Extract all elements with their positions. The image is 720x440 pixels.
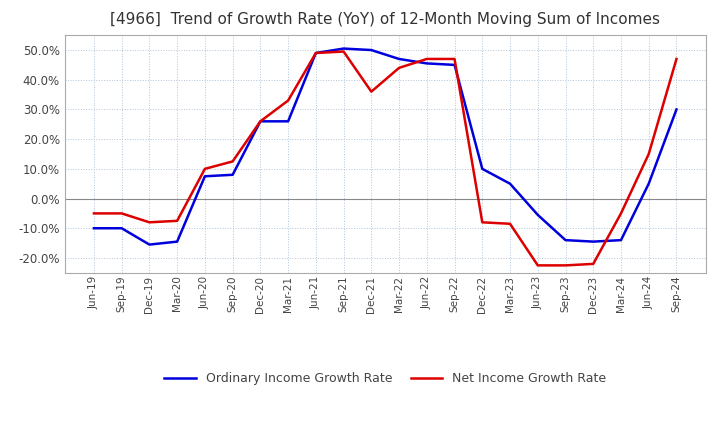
Ordinary Income Growth Rate xyxy=(450,62,459,67)
Net Income Growth Rate xyxy=(423,56,431,62)
Ordinary Income Growth Rate xyxy=(367,48,376,53)
Net Income Growth Rate xyxy=(561,263,570,268)
Net Income Growth Rate xyxy=(89,211,98,216)
Ordinary Income Growth Rate xyxy=(478,166,487,172)
Ordinary Income Growth Rate xyxy=(89,226,98,231)
Net Income Growth Rate xyxy=(478,220,487,225)
Ordinary Income Growth Rate xyxy=(256,119,265,124)
Legend: Ordinary Income Growth Rate, Net Income Growth Rate: Ordinary Income Growth Rate, Net Income … xyxy=(159,367,611,390)
Ordinary Income Growth Rate xyxy=(534,212,542,217)
Net Income Growth Rate xyxy=(117,211,126,216)
Line: Ordinary Income Growth Rate: Ordinary Income Growth Rate xyxy=(94,48,677,245)
Ordinary Income Growth Rate xyxy=(228,172,237,177)
Net Income Growth Rate xyxy=(450,56,459,62)
Net Income Growth Rate xyxy=(173,218,181,224)
Ordinary Income Growth Rate xyxy=(312,50,320,55)
Net Income Growth Rate xyxy=(145,220,154,225)
Net Income Growth Rate xyxy=(256,119,265,124)
Ordinary Income Growth Rate xyxy=(173,239,181,244)
Ordinary Income Growth Rate xyxy=(561,238,570,243)
Net Income Growth Rate xyxy=(284,98,292,103)
Line: Net Income Growth Rate: Net Income Growth Rate xyxy=(94,51,677,265)
Net Income Growth Rate xyxy=(534,263,542,268)
Ordinary Income Growth Rate xyxy=(505,181,514,186)
Net Income Growth Rate xyxy=(339,49,348,54)
Ordinary Income Growth Rate xyxy=(145,242,154,247)
Ordinary Income Growth Rate xyxy=(117,226,126,231)
Net Income Growth Rate xyxy=(644,151,653,157)
Title: [4966]  Trend of Growth Rate (YoY) of 12-Month Moving Sum of Incomes: [4966] Trend of Growth Rate (YoY) of 12-… xyxy=(110,12,660,27)
Ordinary Income Growth Rate xyxy=(589,239,598,244)
Net Income Growth Rate xyxy=(228,159,237,164)
Ordinary Income Growth Rate xyxy=(339,46,348,51)
Net Income Growth Rate xyxy=(201,166,210,172)
Net Income Growth Rate xyxy=(505,221,514,227)
Ordinary Income Growth Rate xyxy=(616,238,625,243)
Net Income Growth Rate xyxy=(616,211,625,216)
Net Income Growth Rate xyxy=(672,56,681,62)
Ordinary Income Growth Rate xyxy=(423,61,431,66)
Ordinary Income Growth Rate xyxy=(395,56,403,62)
Net Income Growth Rate xyxy=(367,89,376,94)
Ordinary Income Growth Rate xyxy=(201,174,210,179)
Net Income Growth Rate xyxy=(312,50,320,55)
Net Income Growth Rate xyxy=(395,65,403,70)
Ordinary Income Growth Rate xyxy=(284,119,292,124)
Ordinary Income Growth Rate xyxy=(672,107,681,112)
Ordinary Income Growth Rate xyxy=(644,181,653,186)
Net Income Growth Rate xyxy=(589,261,598,267)
